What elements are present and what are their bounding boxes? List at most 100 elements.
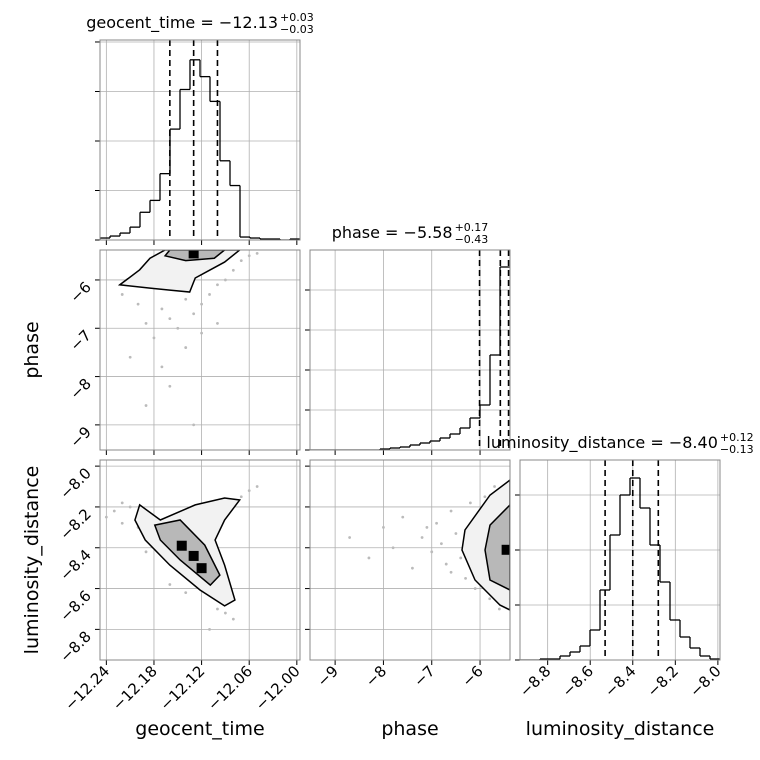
sample-point (391, 546, 395, 550)
sample-point (104, 515, 108, 519)
panel-frame (309, 459, 511, 661)
sample-point (184, 346, 188, 349)
sample-point (247, 254, 251, 258)
sample-point (449, 509, 453, 513)
title-lower: −0.03 (280, 23, 314, 36)
panel-title: phase = −5.58 (332, 223, 453, 242)
sample-point (454, 532, 458, 535)
sample-point (223, 278, 227, 282)
sample-point (112, 509, 116, 513)
sample-point (493, 485, 496, 488)
sample-point (488, 597, 492, 601)
x-tick-label: −8.4 (601, 662, 639, 700)
sample-point (192, 312, 196, 316)
sample-point (382, 525, 385, 529)
sample-point (176, 326, 180, 330)
sample-point (464, 576, 467, 580)
sample-point (208, 293, 211, 296)
sample-point (440, 542, 443, 546)
sample-point (200, 331, 203, 335)
x-tick-label: −12.18 (109, 662, 161, 714)
y-tick-label: −8.8 (56, 627, 94, 665)
title-upper: +0.12 (720, 431, 754, 444)
density-peak (188, 550, 199, 561)
sample-point (223, 611, 227, 615)
y-tick-label: −9 (66, 423, 94, 451)
sample-point (468, 501, 472, 505)
y-tick-label: −7 (66, 326, 94, 354)
density-peak (188, 250, 199, 259)
sample-point (216, 607, 219, 611)
sample-point (411, 566, 414, 570)
sample-point (152, 336, 156, 340)
panel-frame (99, 39, 301, 241)
panel-frame (309, 249, 511, 451)
sample-point (144, 322, 148, 325)
sample-point (208, 627, 211, 631)
sample-point (144, 404, 148, 407)
y-tick-label: −8.0 (56, 464, 94, 502)
plot-area (348, 479, 510, 611)
x-axis-label: phase (381, 718, 438, 740)
x-tick-label: −12.06 (204, 662, 256, 714)
sample-point (184, 297, 188, 301)
sample-point (168, 583, 172, 586)
x-tick-label: −7 (410, 662, 438, 690)
x-axis-label: luminosity_distance (526, 718, 715, 740)
x-tick-label: −12.12 (156, 662, 208, 714)
sample-point (168, 384, 172, 388)
title-lower: −0.43 (455, 233, 489, 246)
sample-point (160, 307, 164, 311)
sample-point (401, 515, 405, 519)
density-peak (501, 544, 510, 555)
y-tick-label: −8 (66, 375, 94, 403)
sample-point (497, 607, 501, 611)
sample-point (120, 521, 124, 525)
y-tick-label: −8.2 (56, 505, 94, 543)
sample-point (120, 293, 124, 296)
x-tick-label: −6 (459, 662, 487, 690)
density-peak (196, 563, 207, 574)
sample-point (160, 365, 164, 369)
sample-point (435, 521, 438, 525)
sample-point (239, 495, 243, 499)
sample-point (231, 268, 235, 272)
y-axis-label: phase (21, 321, 43, 378)
x-tick-label: −9 (314, 662, 342, 690)
plot-area (310, 250, 510, 450)
x-tick-label: −8.2 (644, 662, 682, 700)
sample-point (136, 302, 140, 306)
y-axis-label: luminosity_distance (21, 466, 43, 655)
panel-title: geocent_time = −12.13 (86, 13, 278, 33)
sample-point (144, 550, 148, 554)
x-axis-label: geocent_time (135, 718, 264, 740)
sample-point (231, 617, 235, 621)
x-tick-label: −12.00 (252, 662, 304, 714)
sample-point (255, 485, 259, 488)
x-tick-label: −8.6 (559, 662, 597, 700)
sample-point (255, 251, 259, 255)
plot-area (104, 485, 259, 631)
title-upper: +0.03 (280, 11, 314, 24)
sample-point (425, 525, 429, 529)
sample-point (216, 322, 219, 325)
sample-point (430, 550, 434, 554)
plot-area (520, 460, 720, 660)
sample-point (483, 495, 487, 499)
sample-point (168, 317, 172, 320)
sample-point (200, 302, 203, 306)
sample-point (348, 536, 352, 539)
panel-frame (519, 459, 721, 661)
contour (117, 250, 241, 293)
density-peak (176, 540, 187, 551)
y-tick-label: −8.6 (56, 587, 94, 625)
sample-point (216, 283, 219, 287)
panel-frame (99, 459, 301, 661)
sample-point (444, 562, 448, 566)
panel-frame (99, 249, 301, 451)
sample-point (459, 556, 463, 560)
sample-point (473, 587, 477, 590)
sample-point (128, 505, 132, 509)
sample-point (367, 556, 371, 560)
